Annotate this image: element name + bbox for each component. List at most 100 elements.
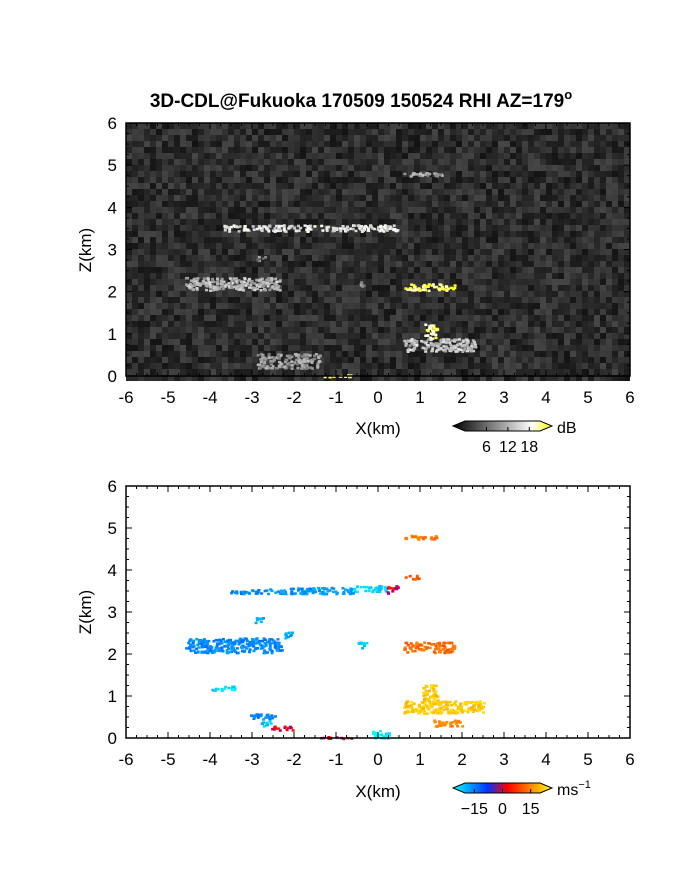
reflectivity-echo-pixel <box>444 350 448 353</box>
reflectivity-noise-cell <box>216 153 222 159</box>
reflectivity-echo-pixel <box>430 284 434 287</box>
reflectivity-noise-cell <box>216 267 222 273</box>
reflectivity-noise-cell <box>576 333 582 339</box>
reflectivity-noise-cell <box>282 135 288 141</box>
reflectivity-noise-cell <box>132 219 138 225</box>
reflectivity-noise-cell <box>150 297 156 303</box>
reflectivity-echo-pixel <box>426 174 430 177</box>
reflectivity-noise-cell <box>486 291 492 297</box>
reflectivity-noise-cell <box>246 231 252 237</box>
reflectivity-noise-cell <box>588 195 594 201</box>
reflectivity-noise-cell <box>432 303 438 309</box>
reflectivity-noise-cell <box>594 273 600 279</box>
reflectivity-noise-cell <box>300 219 306 225</box>
velocity-echo-pixel <box>391 590 395 593</box>
reflectivity-noise-cell <box>588 183 594 189</box>
reflectivity-echo-pixel <box>431 337 435 340</box>
reflectivity-noise-cell <box>216 189 222 195</box>
reflectivity-noise-cell <box>354 219 360 225</box>
reflectivity-noise-cell <box>372 171 378 177</box>
reflectivity-noise-cell <box>372 339 378 345</box>
reflectivity-noise-cell <box>558 159 564 165</box>
reflectivity-noise-cell <box>390 375 396 381</box>
reflectivity-noise-cell <box>210 255 216 261</box>
reflectivity-noise-cell <box>294 327 300 333</box>
reflectivity-y-tick-label: 4 <box>108 198 117 217</box>
reflectivity-noise-cell <box>174 339 180 345</box>
reflectivity-noise-cell <box>444 363 450 369</box>
reflectivity-noise-cell <box>474 339 480 345</box>
reflectivity-echo-pixel <box>287 356 291 359</box>
reflectivity-noise-cell <box>276 165 282 171</box>
reflectivity-noise-cell <box>570 321 576 327</box>
reflectivity-noise-cell <box>366 237 372 243</box>
reflectivity-noise-cell <box>456 153 462 159</box>
reflectivity-noise-cell <box>450 201 456 207</box>
reflectivity-noise-cell <box>150 207 156 213</box>
reflectivity-echo-pixel <box>264 358 268 361</box>
reflectivity-noise-cell <box>528 177 534 183</box>
reflectivity-noise-cell <box>198 147 204 153</box>
velocity-echo-pixel <box>303 591 307 594</box>
reflectivity-echo-pixel <box>261 357 265 360</box>
reflectivity-noise-cell <box>156 171 162 177</box>
reflectivity-noise-cell <box>246 267 252 273</box>
reflectivity-echo-pixel <box>246 228 250 231</box>
reflectivity-noise-cell <box>180 249 186 255</box>
reflectivity-noise-cell <box>324 159 330 165</box>
reflectivity-noise-cell <box>366 189 372 195</box>
reflectivity-noise-cell <box>354 249 360 255</box>
reflectivity-noise-cell <box>252 327 258 333</box>
reflectivity-noise-cell <box>438 327 444 333</box>
reflectivity-noise-cell <box>378 159 384 165</box>
reflectivity-noise-cell <box>372 333 378 339</box>
reflectivity-noise-cell <box>402 243 408 249</box>
reflectivity-noise-cell <box>246 273 252 279</box>
reflectivity-noise-cell <box>606 189 612 195</box>
reflectivity-noise-cell <box>582 123 588 129</box>
reflectivity-noise-cell <box>540 333 546 339</box>
velocity-echo-pixel <box>200 650 204 653</box>
reflectivity-noise-cell <box>522 309 528 315</box>
reflectivity-noise-cell <box>150 183 156 189</box>
reflectivity-noise-cell <box>126 231 132 237</box>
reflectivity-noise-cell <box>540 213 546 219</box>
reflectivity-noise-cell <box>474 231 480 237</box>
velocity-echo-pixel <box>230 641 234 644</box>
reflectivity-echo-pixel <box>272 358 276 362</box>
reflectivity-noise-cell <box>264 249 270 255</box>
reflectivity-echo-pixel <box>290 367 294 370</box>
reflectivity-noise-cell <box>378 135 384 141</box>
reflectivity-noise-cell <box>426 261 432 267</box>
reflectivity-noise-cell <box>618 285 624 291</box>
reflectivity-noise-cell <box>312 297 318 303</box>
reflectivity-noise-cell <box>168 303 174 309</box>
reflectivity-noise-cell <box>558 357 564 363</box>
reflectivity-noise-cell <box>132 231 138 237</box>
reflectivity-noise-cell <box>258 261 264 267</box>
reflectivity-noise-cell <box>312 339 318 345</box>
reflectivity-noise-cell <box>258 369 264 375</box>
reflectivity-echo-pixel <box>268 225 272 228</box>
reflectivity-noise-cell <box>144 255 150 261</box>
reflectivity-noise-cell <box>420 135 426 141</box>
reflectivity-noise-cell <box>486 285 492 291</box>
reflectivity-noise-cell <box>600 195 606 201</box>
velocity-echo-pixel <box>254 590 258 594</box>
reflectivity-noise-cell <box>216 225 222 231</box>
velocity-echo-pixel <box>263 589 267 593</box>
reflectivity-noise-cell <box>528 225 534 231</box>
reflectivity-noise-cell <box>162 291 168 297</box>
reflectivity-noise-cell <box>186 159 192 165</box>
reflectivity-noise-cell <box>552 171 558 177</box>
reflectivity-noise-cell <box>516 249 522 255</box>
reflectivity-echo-pixel <box>438 342 442 346</box>
reflectivity-noise-cell <box>354 165 360 171</box>
reflectivity-noise-cell <box>168 201 174 207</box>
reflectivity-noise-cell <box>432 321 438 327</box>
reflectivity-noise-cell <box>546 339 552 345</box>
reflectivity-noise-cell <box>306 273 312 279</box>
velocity-echo-pixel <box>216 639 220 642</box>
reflectivity-noise-cell <box>396 231 402 237</box>
